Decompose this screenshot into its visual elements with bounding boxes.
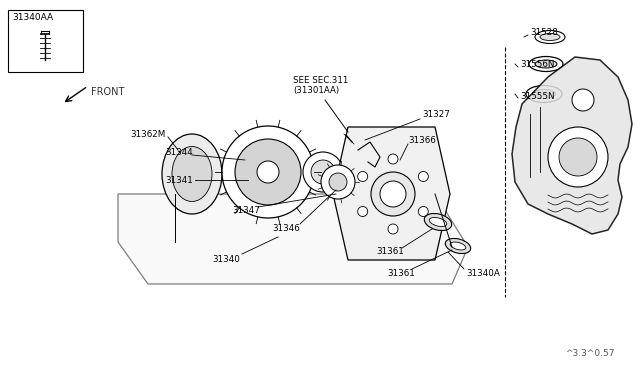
Polygon shape [333,127,450,260]
Circle shape [548,127,608,187]
Circle shape [559,138,597,176]
Circle shape [388,154,398,164]
Circle shape [257,161,279,183]
Polygon shape [512,57,632,234]
Ellipse shape [535,31,565,44]
Text: 31340: 31340 [212,256,240,264]
Text: 31346: 31346 [272,224,300,232]
Circle shape [380,181,406,207]
Ellipse shape [172,147,212,202]
Text: 31361: 31361 [376,247,404,257]
Circle shape [419,171,428,182]
Text: 31555N: 31555N [520,92,554,100]
Circle shape [572,89,594,111]
Text: (31301AA): (31301AA) [293,86,339,94]
Text: FRONT: FRONT [91,87,124,97]
Ellipse shape [162,134,222,214]
Circle shape [358,206,368,217]
Circle shape [303,152,343,192]
Circle shape [419,206,428,217]
Circle shape [235,139,301,205]
Ellipse shape [429,218,447,227]
Circle shape [371,172,415,216]
Text: 31341: 31341 [165,176,193,185]
Text: 31344: 31344 [165,148,193,157]
Circle shape [321,165,355,199]
Text: ^3.3^0.57: ^3.3^0.57 [565,350,614,359]
Text: 31361: 31361 [387,269,415,279]
Text: 31362M: 31362M [130,129,165,138]
Text: 31556N: 31556N [520,60,554,68]
Text: 31366: 31366 [408,135,436,144]
Ellipse shape [529,57,563,71]
Bar [8,10,83,72]
Text: 31340AA: 31340AA [12,13,53,22]
Text: 31528: 31528 [530,28,558,36]
Ellipse shape [424,214,452,231]
Text: 31347: 31347 [232,205,260,215]
Ellipse shape [445,238,470,254]
Ellipse shape [540,33,560,41]
Circle shape [329,173,347,191]
Ellipse shape [535,60,557,68]
Ellipse shape [532,90,556,99]
Circle shape [358,171,368,182]
Text: SEE SEC.311: SEE SEC.311 [293,76,348,84]
Text: 31340A: 31340A [466,269,500,279]
Ellipse shape [526,86,562,103]
Polygon shape [118,194,468,284]
Circle shape [388,224,398,234]
Circle shape [222,126,314,218]
Ellipse shape [450,242,466,250]
Circle shape [311,160,335,184]
Text: 31327: 31327 [422,109,450,119]
